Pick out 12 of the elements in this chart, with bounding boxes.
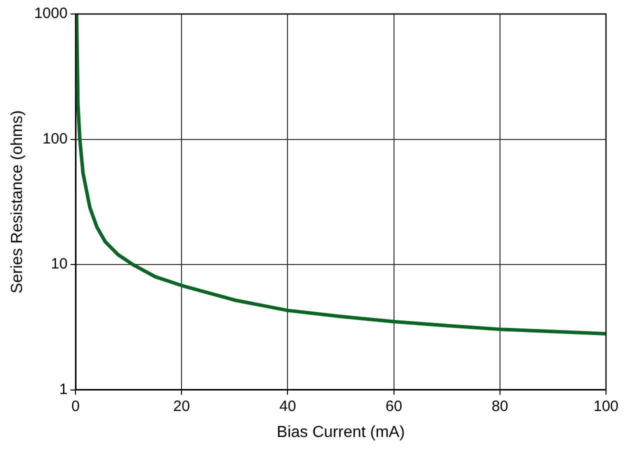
x-tick-label: 20 bbox=[173, 398, 190, 415]
x-tick-label: 40 bbox=[279, 398, 296, 415]
x-tick-label: 80 bbox=[492, 398, 508, 415]
y-tick-label: 1000 bbox=[34, 5, 68, 22]
y-tick-label: 100 bbox=[42, 130, 68, 148]
x-tick-label: 100 bbox=[593, 398, 619, 415]
y-axis-title: Series Resistance (ohms) bbox=[9, 110, 26, 294]
x-tick-label: 60 bbox=[385, 398, 402, 415]
x-tick-label: 0 bbox=[71, 398, 80, 415]
y-tick-label: 1 bbox=[59, 380, 68, 398]
y-tick-label: 10 bbox=[50, 256, 68, 273]
x-axis-title: Bias Current (mA) bbox=[276, 424, 405, 441]
